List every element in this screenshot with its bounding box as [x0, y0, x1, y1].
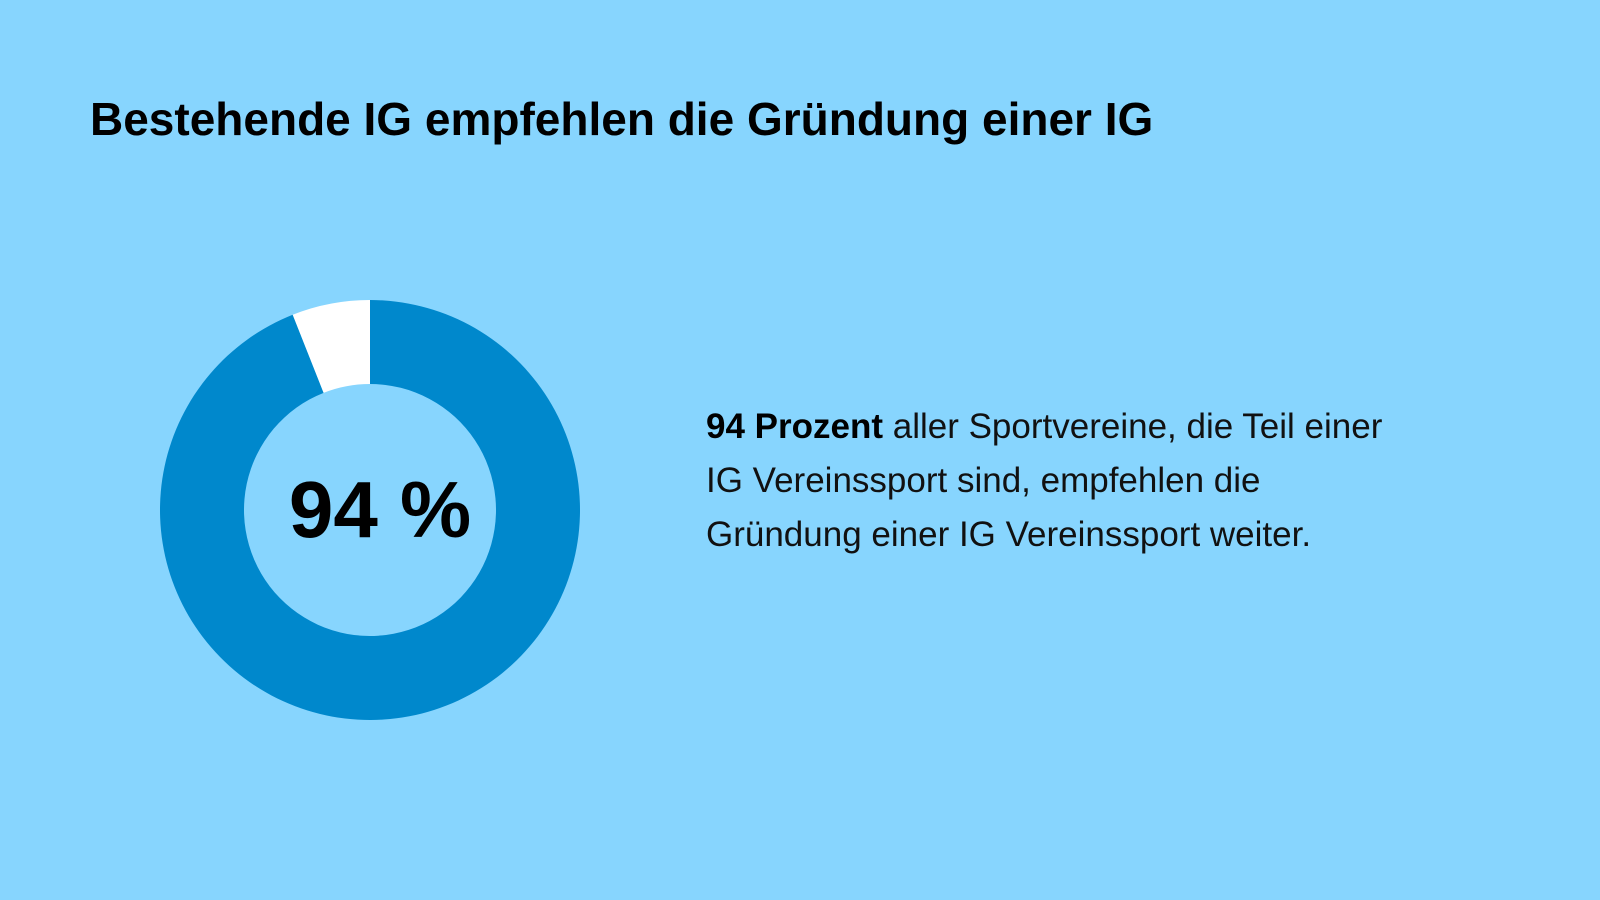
page-title: Bestehende IG empfehlen die Gründung ein…: [90, 93, 1154, 145]
donut-slice-main: [160, 300, 580, 720]
description-highlight: 94 Prozent: [706, 407, 883, 446]
description-body: aller Sportvereine, die Teil einer IG Ve…: [706, 407, 1383, 554]
donut-slice-remainder: [292, 300, 370, 393]
donut-chart: [160, 300, 580, 720]
description-text: 94 Prozent aller Sportvereine, die Teil …: [706, 400, 1406, 562]
